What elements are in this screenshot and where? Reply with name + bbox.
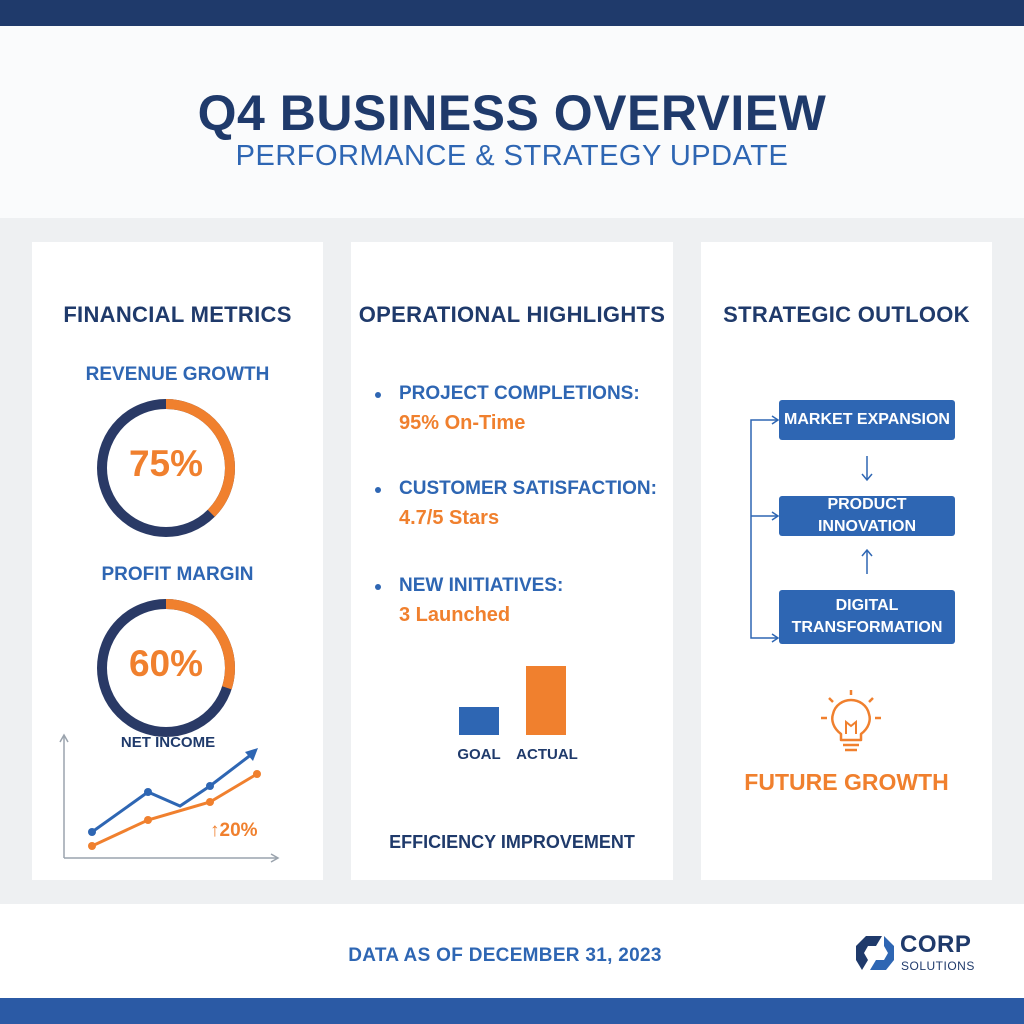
profit-margin-value: 60% [128, 643, 204, 684]
profit-margin-label: PROFIT MARGIN [101, 564, 254, 585]
flow-connector [750, 415, 780, 643]
bullet-icon [375, 584, 381, 590]
project-completions-label: PROJECT COMPLETIONS: [399, 383, 640, 404]
orange-point [206, 798, 214, 806]
net-income-label: NET INCOME [120, 734, 216, 751]
orange-point [253, 770, 261, 778]
page-subtitle: PERFORMANCE & STRATEGY UPDATE [235, 140, 789, 172]
customer-satisfaction-value: 4.7/5 Stars [399, 507, 500, 529]
efficiency-caption: EFFICIENCY IMPROVEMENT [389, 832, 635, 852]
goal-bar-label: GOAL [457, 746, 501, 763]
arrow-right-icon [771, 415, 780, 425]
flow-bracket-line [750, 419, 777, 639]
strategic-outlook-heading: STRATEGIC OUTLOOK [723, 302, 970, 327]
arrow-down-icon [861, 456, 873, 482]
actual-bar-label: ACTUAL [516, 746, 578, 763]
arrow-right-icon [771, 633, 780, 643]
bullet-icon [375, 392, 381, 398]
strategic-outlook-panel: STRATEGIC OUTLOOK MARKET EXPANSION PRODU… [701, 242, 992, 880]
profit-margin-ring [97, 599, 235, 737]
page-title: Q4 BUSINESS OVERVIEW [197, 85, 827, 141]
market-expansion-box: MARKET EXPANSION [779, 400, 955, 440]
financial-metrics-panel: FINANCIAL METRICS REVENUE GROWTH 75% PRO… [32, 242, 323, 880]
data-date-note: DATA AS OF DECEMBER 31, 2023 [348, 945, 662, 966]
revenue-growth-value: 75% [128, 443, 204, 484]
lightbulb-icon [821, 690, 881, 752]
blue-point [206, 782, 214, 790]
orange-point [88, 842, 96, 850]
operational-highlights-heading: OPERATIONAL HIGHLIGHTS [358, 302, 666, 327]
actual-bar [526, 666, 566, 735]
net-income-change: ↑20% [210, 820, 258, 841]
financial-metrics-heading: FINANCIAL METRICS [63, 302, 292, 327]
new-initiatives-label: NEW INITIATIVES: [399, 575, 564, 596]
blue-trend-arrowhead [245, 748, 258, 761]
logo-subtitle: SOLUTIONS [901, 959, 975, 973]
net-income-chart [59, 733, 280, 863]
content-area: FINANCIAL METRICS REVENUE GROWTH 75% PRO… [0, 218, 1024, 904]
arrow-right-icon [771, 511, 780, 521]
top-accent-bar [0, 0, 1024, 26]
customer-satisfaction-label: CUSTOMER SATISFACTION: [399, 478, 657, 499]
page-header: Q4 BUSINESS OVERVIEW PERFORMANCE & STRAT… [0, 26, 1024, 218]
y-axis-arrow [59, 733, 69, 743]
digital-transformation-box: DIGITAL TRANSFORMATION [779, 590, 955, 644]
profit-ring-fill [97, 599, 235, 737]
blue-point [144, 788, 152, 796]
product-innovation-box: PRODUCT INNOVATION [779, 496, 955, 536]
revenue-ring-fill [97, 399, 235, 537]
operational-highlights-panel: OPERATIONAL HIGHLIGHTS PROJECT COMPLETIO… [351, 242, 673, 880]
net-income-line-blue [91, 752, 253, 834]
x-axis-arrow [270, 853, 280, 863]
future-growth-label: FUTURE GROWTH [744, 769, 949, 795]
arrow-up-icon [861, 548, 873, 574]
bullet-icon [375, 487, 381, 493]
corp-logo-icon [856, 936, 894, 970]
bottom-accent-bar [0, 998, 1024, 1024]
orange-point [144, 816, 152, 824]
revenue-growth-ring [97, 399, 235, 537]
project-completions-value: 95% On-Time [399, 412, 526, 434]
logo-name: CORP [900, 931, 972, 958]
blue-point [88, 828, 96, 836]
net-income-line-orange [91, 772, 258, 848]
new-initiatives-value: 3 Launched [399, 604, 511, 626]
page-footer: DATA AS OF DECEMBER 31, 2023 CORP SOLUTI… [0, 904, 1024, 998]
revenue-growth-label: REVENUE GROWTH [85, 364, 270, 385]
goal-bar [459, 707, 499, 735]
